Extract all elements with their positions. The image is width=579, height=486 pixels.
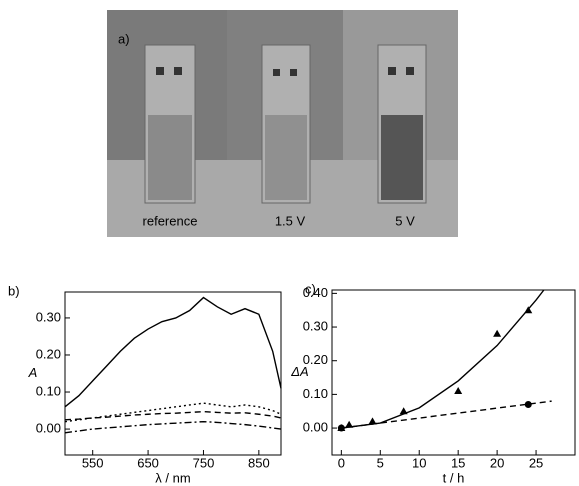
y-tick-label: 0.20 [303,352,328,367]
point [454,387,463,395]
panel-label: c) [305,281,316,296]
point [524,400,532,408]
y-tick-label: 0.40 [303,285,328,300]
y-tick-label: 0.10 [36,383,61,398]
panel-label: a) [118,31,130,46]
y-tick-label: 0.30 [36,309,61,324]
x-axis-label: t / h [443,470,465,485]
x-tick-label: 0 [338,455,345,470]
x-axis-label: λ / nm [155,470,190,485]
line [64,296,282,408]
y-tick-label: 0.00 [36,421,61,436]
y-axis-label: A [28,365,38,380]
plot-frame [64,291,282,456]
plot-frame [331,289,576,456]
y-tick-label: 0.20 [36,346,61,361]
x-tick-label: 25 [529,455,543,470]
line [341,400,552,429]
x-tick-label: 750 [193,455,215,470]
x-tick-label: 20 [490,455,504,470]
photo: a) reference 1.5 V 5 V [107,10,458,237]
point [368,417,377,425]
y-tick-label: 0.10 [303,386,328,401]
x-tick-label: 15 [451,455,465,470]
x-tick-label: 650 [137,455,159,470]
caption: reference [143,213,198,228]
caption: 5 V [395,213,415,228]
line [64,402,282,423]
x-tick-label: 850 [248,455,270,470]
y-axis-label: ΔA [290,364,308,379]
point [345,420,354,428]
caption: 1.5 V [275,213,306,228]
x-tick-label: 550 [82,455,104,470]
x-tick-label: 5 [377,455,384,470]
point [493,329,502,337]
panel-label: b) [8,283,20,298]
x-tick-label: 10 [412,455,426,470]
line [341,289,545,429]
y-tick-label: 0.30 [303,318,328,333]
line [64,420,282,434]
line [64,410,282,421]
y-tick-label: 0.00 [303,419,328,434]
